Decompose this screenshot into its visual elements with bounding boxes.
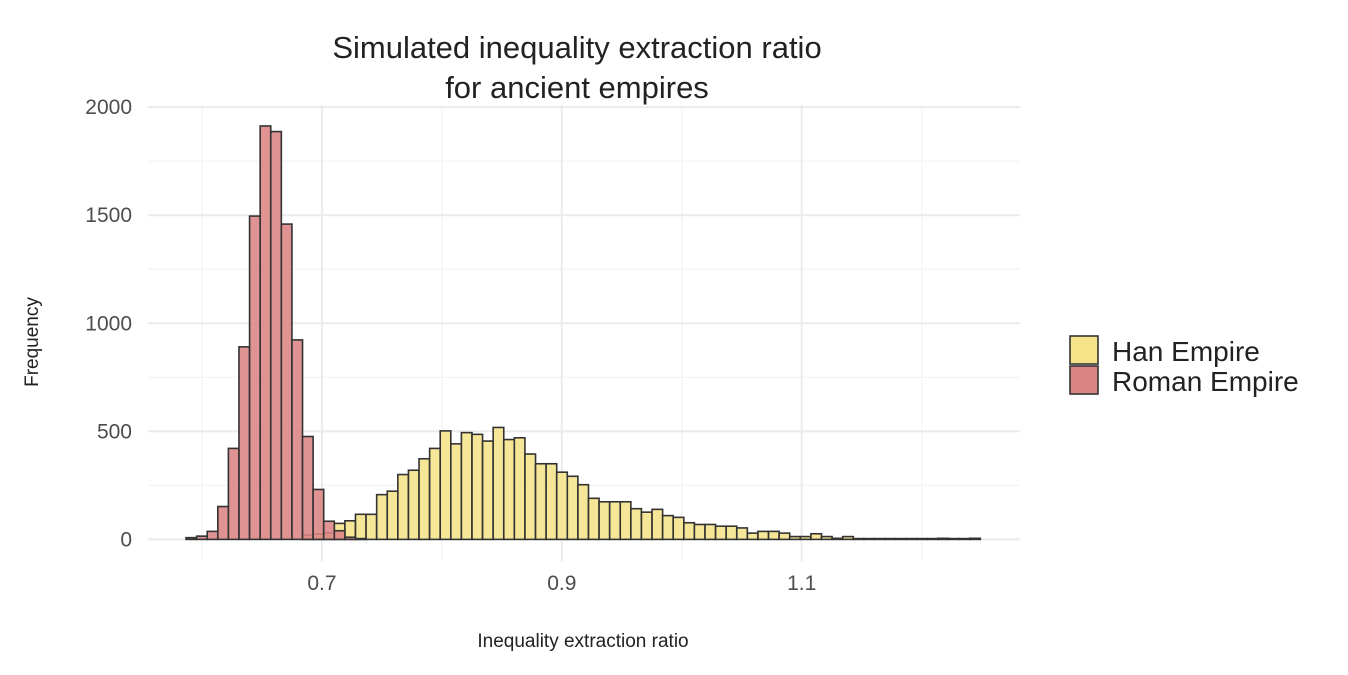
roman-empire-bar (301, 435, 314, 541)
han-empire-bar (481, 440, 494, 541)
roman-empire-bar (206, 530, 219, 541)
y-axis-ticks: 0 500 1000 1500 2000 (85, 96, 132, 551)
roman-empire-bar (280, 223, 293, 541)
han-empire-bar (619, 500, 632, 541)
han-empire-bar (545, 462, 558, 541)
han-empire-bar (704, 523, 717, 541)
y-tick-label: 0 (120, 528, 132, 551)
han-empire-bar (587, 497, 600, 541)
x-axis-ticks: 0.7 0.9 1.1 (307, 572, 816, 595)
x-tick-label: 0.9 (547, 572, 576, 595)
legend-key-han (1069, 335, 1099, 365)
legend-label-roman: Roman Empire (1112, 366, 1299, 397)
han-empire-bar (566, 475, 579, 541)
han-empire-bar (630, 507, 643, 541)
y-tick-label: 500 (97, 420, 132, 443)
y-tick-label: 1000 (85, 312, 132, 335)
han-empire-bar (375, 493, 389, 541)
han-empire-bar (873, 537, 886, 541)
roman-empire-bar (185, 536, 198, 541)
han-empire-bar (884, 537, 897, 541)
legend-key-roman (1069, 365, 1099, 395)
x-tick-label: 0.7 (307, 572, 336, 595)
han-empire-bar (407, 469, 420, 541)
han-empire-bar (767, 530, 780, 541)
han-empire-bar (725, 525, 738, 541)
han-empire-bar (937, 537, 950, 541)
x-axis-title: Inequality extraction ratio (477, 631, 688, 652)
han-empire-bar (450, 443, 463, 541)
han-empire-bar (555, 471, 569, 541)
han-empire-bar (471, 433, 484, 541)
han-empire-bar (820, 535, 833, 541)
han-empire-bar (958, 537, 971, 541)
roman-empire-bar (322, 520, 336, 541)
han-empire-bar (778, 532, 791, 541)
han-empire-bar (640, 511, 653, 541)
roman-empire-bar (195, 535, 209, 541)
han-empire-bar (831, 537, 844, 541)
han-empire-bar (735, 527, 749, 541)
roman-empire-bar (248, 215, 261, 541)
han-empire-bar (386, 490, 399, 541)
han-empire-bar (492, 426, 505, 541)
han-empire-bar (672, 516, 685, 541)
han-empire-bar (926, 537, 939, 541)
roman-empire-bar (227, 447, 240, 541)
han-empire-bar (947, 537, 960, 541)
han-empire-bar (746, 532, 759, 541)
roman-empire-bar (344, 536, 357, 541)
han-empire-bar (534, 462, 547, 541)
y-tick-label: 2000 (85, 96, 132, 119)
han-empire-bar (852, 537, 865, 541)
roman-empire-bar (259, 125, 272, 541)
han-empire-bar (354, 513, 367, 541)
han-empire-bar (397, 473, 410, 541)
y-axis-title: Frequency (22, 297, 43, 387)
roman-empire-bar (216, 505, 230, 541)
han-empire-bar (968, 537, 982, 541)
han-empire-bar (418, 457, 431, 541)
han-empire-bar (693, 523, 706, 541)
han-empire-bar (894, 537, 908, 541)
han-empire-bar (683, 521, 696, 541)
roman-empire-bar (269, 130, 283, 541)
han-empire-bar (714, 525, 727, 541)
han-empire-bar (810, 532, 823, 541)
chart-title-line-2: for ancient empires (445, 70, 709, 105)
legend: Han Empire Roman Empire (1069, 335, 1299, 397)
han-empire-bar (841, 535, 855, 541)
han-empire-bar (905, 537, 918, 541)
roman-empire-bar (238, 346, 251, 541)
han-empire-bar (863, 537, 876, 541)
han-empire-bar (439, 430, 452, 541)
han-empire-bar (524, 453, 537, 541)
chart-title-line-1: Simulated inequality extraction ratio (332, 30, 821, 65)
han-empire-bar (577, 483, 590, 541)
han-empire-bar (651, 508, 664, 541)
bars (185, 125, 982, 541)
y-tick-label: 1500 (85, 204, 132, 227)
han-empire-bar (598, 500, 611, 541)
han-empire-bar (502, 438, 516, 541)
x-tick-label: 1.1 (787, 572, 816, 595)
han-empire-bar (428, 447, 442, 541)
han-empire-bar (513, 437, 526, 541)
legend-label-han: Han Empire (1112, 336, 1260, 367)
han-empire-bar (661, 514, 675, 541)
han-empire-bar (788, 535, 802, 541)
roman-empire-bar (333, 529, 346, 541)
han-empire-bar (757, 530, 770, 541)
han-empire-bar (916, 537, 929, 541)
han-empire-bar (365, 513, 378, 541)
han-empire-bar (460, 431, 473, 541)
roman-empire-bar (312, 488, 325, 541)
han-empire-bar (799, 535, 812, 541)
han-empire-bar (608, 500, 622, 541)
roman-empire-bar (354, 537, 367, 541)
roman-empire-bar (291, 339, 304, 541)
